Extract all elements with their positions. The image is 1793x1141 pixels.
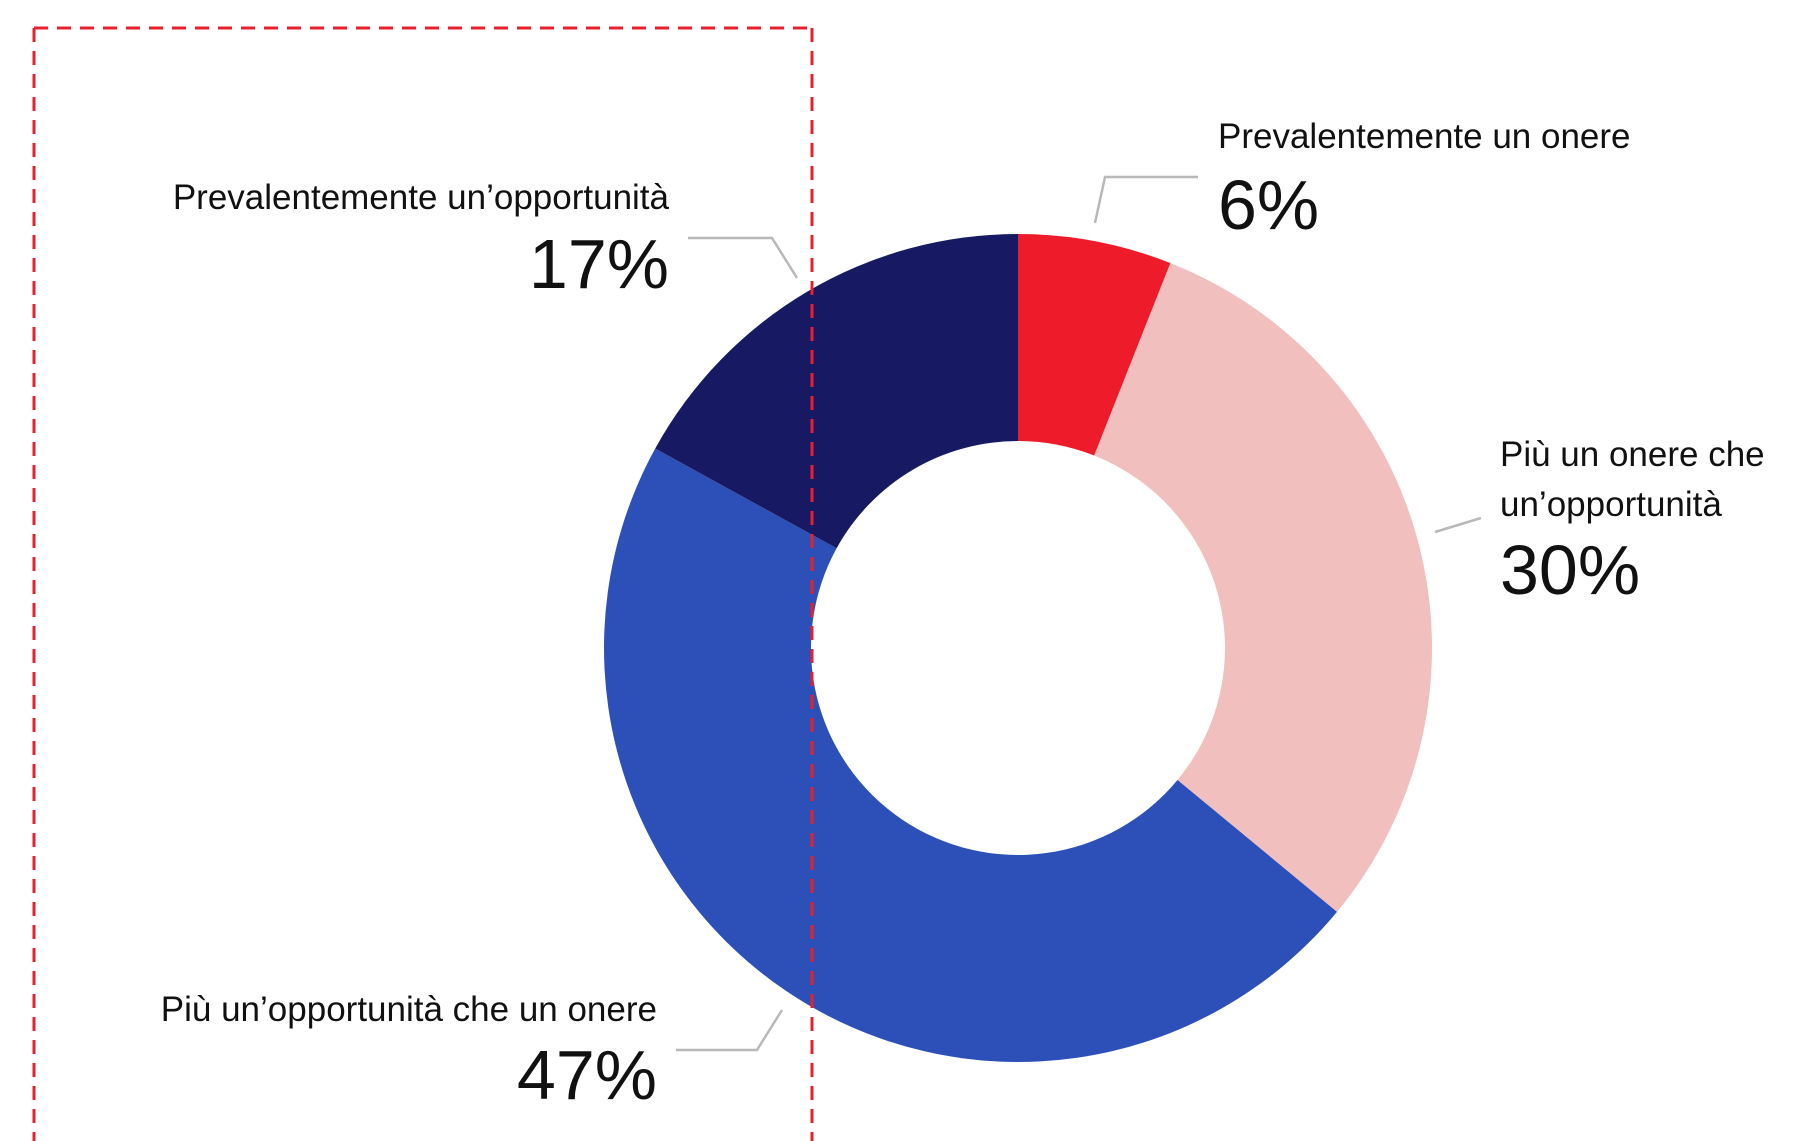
value-label: 17% bbox=[528, 225, 669, 303]
category-label: Più un onere che un’opportunità bbox=[1500, 435, 1765, 524]
leader-line bbox=[1093, 175, 1198, 224]
slice bbox=[655, 234, 1018, 549]
slice bbox=[1018, 234, 1171, 456]
leader-lines bbox=[676, 175, 1482, 1052]
slice bbox=[604, 448, 1337, 1062]
category-label: Prevalentemente un’opportunità bbox=[172, 178, 669, 217]
leader-line bbox=[688, 236, 799, 279]
slices bbox=[604, 234, 1432, 1062]
value-label: 6% bbox=[1218, 166, 1320, 244]
slice bbox=[1094, 263, 1432, 912]
value-label: 30% bbox=[1500, 531, 1641, 609]
leader-line bbox=[1434, 516, 1482, 534]
category-label: Prevalentemente un onere bbox=[1218, 117, 1631, 156]
category-label: Più un’opportunità che un onere bbox=[160, 990, 657, 1029]
highlight-box bbox=[32, 26, 814, 1141]
leader-line bbox=[676, 1009, 784, 1052]
value-label: 47% bbox=[516, 1036, 657, 1114]
